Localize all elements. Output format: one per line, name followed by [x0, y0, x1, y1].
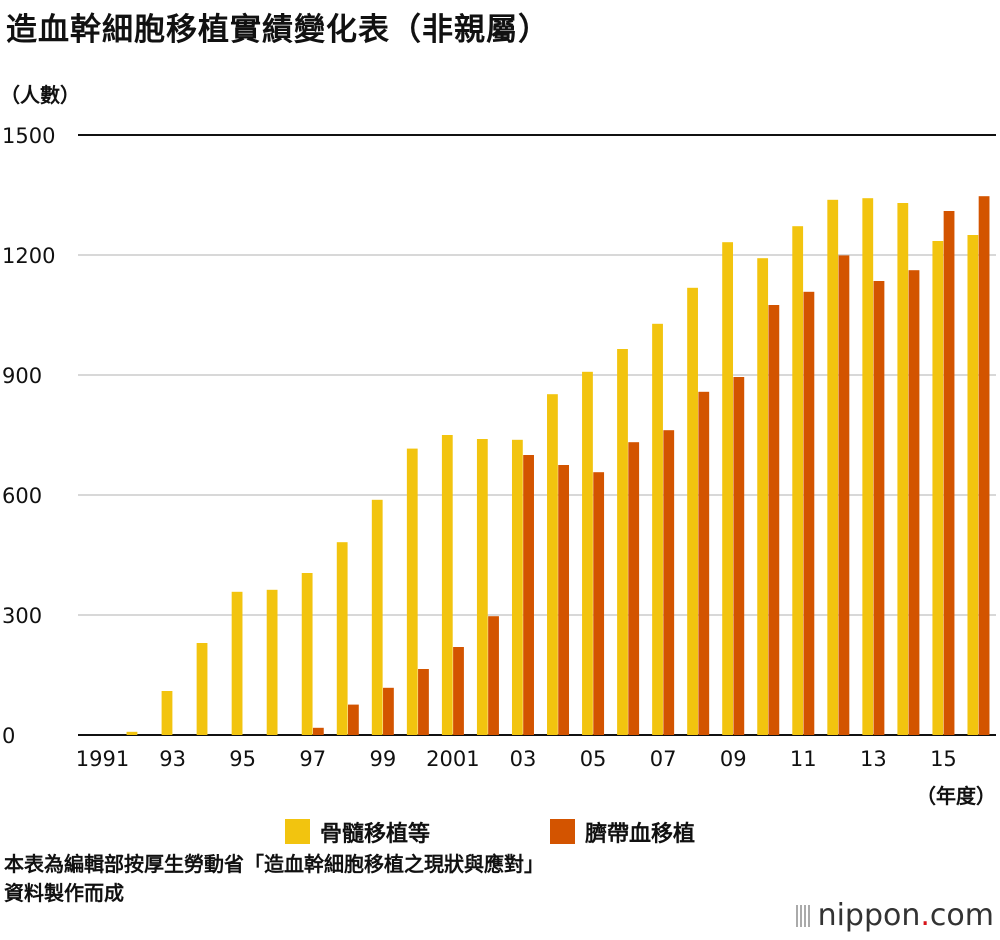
x-tick-label: 95 [229, 747, 256, 771]
y-tick-label: 1500 [2, 124, 55, 148]
y-tick-label: 0 [2, 724, 15, 748]
bar-bone-marrow [757, 258, 769, 735]
bar-bone-marrow [792, 226, 804, 735]
y-tick-label: 1200 [2, 244, 55, 268]
bar-bone-marrow [967, 235, 979, 735]
bar-bone-marrow [406, 448, 418, 735]
chart-title: 造血幹細胞移植實績變化表（非親屬） [6, 12, 550, 48]
y-tick-label: 900 [2, 364, 42, 388]
x-tick-label: 93 [159, 747, 186, 771]
bar-bone-marrow [441, 435, 453, 735]
bar-cord-blood [312, 727, 324, 735]
x-tick-label: 03 [510, 747, 537, 771]
x-tick-label: 05 [580, 747, 607, 771]
bar-cord-blood [488, 616, 499, 735]
bar-bone-marrow [862, 198, 874, 735]
legend-swatch-cord-blood [550, 819, 575, 844]
x-tick-label: 15 [930, 747, 957, 771]
bar-bone-marrow [196, 643, 208, 735]
x-tick-label: 97 [299, 747, 326, 771]
x-tick-label: 07 [650, 747, 677, 771]
bar-bone-marrow [231, 591, 243, 735]
bar-cord-blood [347, 704, 359, 735]
gridlines [78, 134, 996, 736]
bar-bone-marrow [266, 589, 278, 735]
bar-bone-marrow [547, 394, 558, 735]
bar-cord-blood [453, 647, 464, 735]
bar-bone-marrow [511, 439, 523, 735]
legend-label-bone-marrow: 骨髓移植等 [320, 821, 430, 847]
y-tick-labels: 0 300 600 900 1200 1500 [2, 124, 55, 748]
bar-bone-marrow [126, 731, 138, 735]
x-tick-label: 99 [369, 747, 396, 771]
bar-bone-marrow [687, 287, 698, 735]
x-axis-label: （年度） [916, 784, 996, 808]
bar-cord-blood [768, 305, 780, 735]
legend-swatch-bone-marrow [285, 819, 310, 844]
bar-bone-marrow [617, 349, 628, 735]
bar-series [126, 196, 990, 736]
bar-cord-blood [943, 211, 955, 735]
bar-bone-marrow [827, 199, 839, 736]
x-tick-labels: 1991 93 95 97 99 2001 03 05 07 09 11 13 15 [76, 747, 957, 771]
logo-bars-icon [795, 905, 810, 927]
bar-cord-blood [803, 291, 815, 735]
y-tick-label: 300 [2, 604, 42, 628]
source-note: 本表為編輯部按厚生勞動省「造血幹細胞移植之現狀與應對」 資料製作而成 [4, 850, 544, 908]
bar-cord-blood [418, 669, 429, 735]
source-note-line-2: 資料製作而成 [4, 881, 124, 905]
bar-cord-blood [698, 391, 710, 735]
x-tick-label: 1991 [76, 747, 129, 771]
y-tick-label: 600 [2, 484, 42, 508]
x-tick-label: 09 [720, 747, 747, 771]
bar-bone-marrow [371, 499, 383, 735]
x-tick-label: 11 [790, 747, 817, 771]
bar-cord-blood [873, 281, 885, 735]
bar-cord-blood [908, 270, 920, 735]
bar-cord-blood [523, 455, 534, 735]
legend: 骨髓移植等 臍帶血移植 [285, 819, 695, 847]
nippon-logo: nippon.com [795, 898, 994, 933]
legend-label-cord-blood: 臍帶血移植 [585, 821, 695, 847]
bar-cord-blood [663, 430, 675, 735]
bar-bone-marrow [301, 573, 313, 735]
x-tick-label: 2001 [426, 747, 479, 771]
bar-bone-marrow [161, 691, 173, 735]
bar-bone-marrow [336, 542, 348, 735]
source-note-line-1: 本表為編輯部按厚生勞動省「造血幹細胞移植之現狀與應對」 [4, 852, 544, 876]
bar-chart: （人數） （年度） 0 300 600 900 1200 1500 1991 93 95 97 9… [0, 83, 996, 847]
bar-cord-blood [558, 465, 570, 735]
bar-bone-marrow [476, 439, 488, 735]
bar-bone-marrow [582, 371, 593, 735]
bar-cord-blood [733, 377, 745, 735]
bar-cord-blood [838, 255, 850, 735]
bar-cord-blood [383, 687, 394, 735]
bar-bone-marrow [722, 242, 734, 735]
bar-bone-marrow [652, 323, 663, 735]
x-tick-label: 13 [860, 747, 887, 771]
y-axis-label: （人數） [0, 83, 80, 107]
bar-bone-marrow [897, 203, 909, 735]
bar-cord-blood [628, 442, 640, 735]
bar-cord-blood [978, 196, 990, 735]
bar-bone-marrow [932, 241, 944, 735]
bar-cord-blood [593, 472, 605, 735]
